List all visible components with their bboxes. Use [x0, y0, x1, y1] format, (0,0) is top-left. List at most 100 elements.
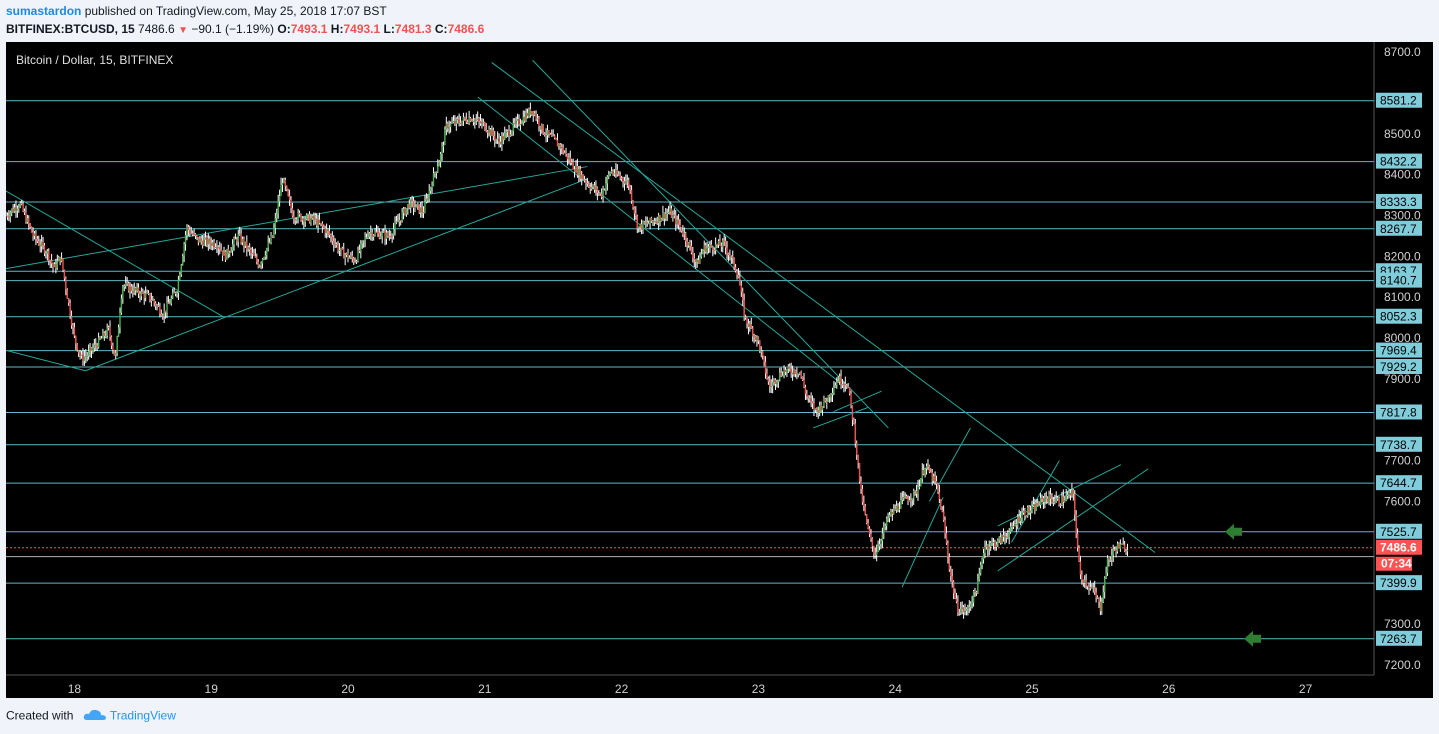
candle — [1022, 510, 1025, 513]
candle — [776, 382, 778, 384]
candle — [85, 356, 87, 358]
trend-line[interactable] — [812, 407, 869, 429]
trend-line[interactable] — [997, 468, 1149, 572]
candle — [1115, 549, 1117, 552]
candle — [1049, 494, 1052, 499]
candle — [1007, 537, 1009, 539]
candle — [650, 217, 653, 222]
tradingview-link[interactable]: TradingView — [109, 708, 176, 723]
candle — [508, 130, 510, 136]
candle — [505, 131, 507, 134]
candle — [657, 215, 660, 224]
candle — [572, 161, 574, 170]
candle — [998, 537, 1000, 540]
trend-line[interactable] — [477, 96, 841, 384]
candle — [263, 257, 265, 259]
y-tick-label: 7900.0 — [1384, 372, 1421, 386]
candle — [149, 293, 151, 300]
candle — [516, 119, 519, 121]
trend-line[interactable] — [1011, 460, 1060, 543]
trend-line[interactable] — [997, 464, 1122, 527]
candle — [938, 492, 941, 500]
candle — [952, 581, 955, 594]
candle — [878, 544, 881, 547]
candle — [364, 237, 366, 241]
candle — [257, 261, 259, 267]
level-label-box — [1376, 404, 1422, 420]
candle — [573, 169, 576, 172]
candle — [558, 144, 560, 147]
candle — [264, 255, 267, 258]
candle — [528, 108, 530, 117]
candle — [921, 469, 923, 479]
candle — [291, 208, 294, 217]
trend-line[interactable] — [85, 178, 588, 372]
candle — [1069, 492, 1072, 496]
candle — [1001, 535, 1003, 543]
candle — [337, 244, 339, 251]
trend-line[interactable] — [833, 390, 882, 413]
candle — [28, 218, 30, 225]
candle — [539, 126, 542, 130]
trend-line[interactable] — [6, 190, 226, 319]
candle — [945, 532, 948, 544]
candle — [757, 337, 760, 341]
tradingview-cloud-icon[interactable] — [83, 708, 107, 725]
candle — [935, 481, 938, 484]
trend-line[interactable] — [928, 427, 971, 502]
level-label-box — [1376, 308, 1422, 324]
candle — [293, 216, 295, 219]
candle — [1066, 494, 1069, 496]
candle — [783, 369, 785, 376]
candle — [335, 244, 338, 246]
candle — [663, 212, 666, 219]
candle — [345, 253, 348, 255]
candle — [556, 139, 559, 147]
author-link[interactable]: sumastardon — [6, 4, 82, 18]
candle — [948, 556, 951, 570]
candle — [479, 120, 482, 124]
candle — [1072, 489, 1075, 494]
candle — [93, 344, 96, 349]
candle — [387, 232, 389, 237]
candle — [860, 481, 862, 489]
candle — [191, 233, 194, 235]
trend-line[interactable] — [532, 60, 889, 429]
candle — [930, 471, 932, 473]
candle — [39, 244, 41, 247]
candle — [429, 187, 432, 191]
candle — [620, 177, 623, 179]
candle — [891, 511, 894, 514]
candle — [704, 245, 707, 253]
level-label-box — [1376, 220, 1422, 236]
trend-line[interactable] — [901, 497, 944, 588]
candle — [385, 232, 388, 239]
candle — [642, 221, 644, 230]
candle — [23, 211, 26, 213]
candle — [794, 370, 797, 375]
candle — [1017, 516, 1019, 526]
candle — [397, 221, 399, 223]
x-tick-label: 25 — [1025, 682, 1039, 696]
candle — [545, 135, 547, 137]
candle — [310, 218, 312, 223]
candle — [286, 186, 288, 190]
candle — [127, 283, 130, 292]
trend-line[interactable] — [491, 62, 1156, 553]
candle — [964, 610, 966, 613]
candle — [599, 193, 601, 195]
price-chart[interactable]: 7200.0 7300.0 7600.0 7700.0 7900.0 8000.0 8100… — [6, 42, 1433, 698]
candle — [950, 569, 952, 576]
candle — [35, 233, 37, 240]
candle — [58, 257, 60, 262]
trend-line[interactable] — [6, 349, 86, 372]
candle — [578, 168, 580, 176]
x-tick-label: 23 — [752, 682, 766, 696]
candle — [697, 259, 700, 264]
y-tick-label: 7700.0 — [1384, 454, 1421, 468]
candle — [767, 378, 770, 382]
candle — [486, 131, 489, 133]
candle — [699, 256, 701, 264]
candle — [662, 212, 664, 219]
candle — [189, 230, 191, 234]
